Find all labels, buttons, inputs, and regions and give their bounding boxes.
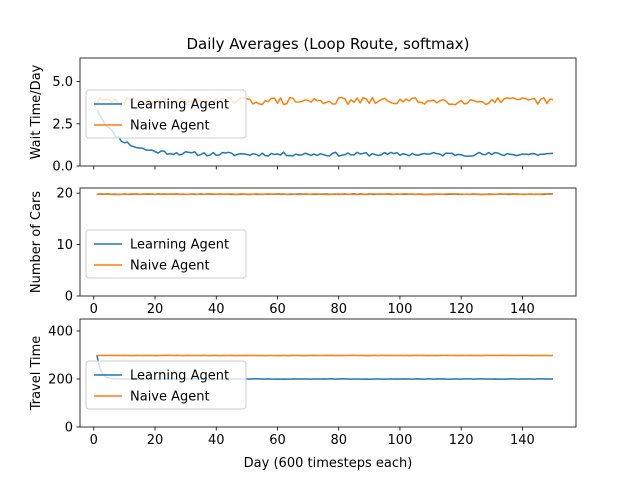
y-tick-label: 0 xyxy=(65,421,73,436)
axes-frame xyxy=(79,187,577,297)
x-tick-label: 140 xyxy=(510,302,535,317)
legend: Learning Agent Naive Agent xyxy=(85,229,247,279)
series-line-naive xyxy=(96,193,554,196)
legend-label: Learning Agent xyxy=(130,369,229,384)
y-tick-label: 5.0 xyxy=(52,75,73,90)
legend-label: Naive Agent xyxy=(130,259,210,274)
y-tick-label: 400 xyxy=(48,325,73,340)
y-tick-label: 2.5 xyxy=(52,117,73,132)
chart-panels: 0.0 2.5 5.0 Wait Time/Day Learning Agent Naiv… xyxy=(29,57,577,448)
x-tick-label: 120 xyxy=(449,302,474,317)
x-tick-label: 0 xyxy=(90,433,98,448)
x-tick-label: 60 xyxy=(269,302,286,317)
x-tick-label: 100 xyxy=(388,433,413,448)
panel-3: 0 20 40 60 80 100 120 140 0 200 400 Travel Time Lear… xyxy=(29,318,577,448)
chart-title: Daily Averages (Loop Route, softmax) xyxy=(187,35,470,53)
y-tick-label: 0 xyxy=(65,290,73,305)
x-tick-label: 20 xyxy=(147,302,164,317)
x-tick-label: 40 xyxy=(208,302,225,317)
legend-box xyxy=(85,360,247,410)
x-tick-label: 0 xyxy=(90,302,98,317)
panel-2: 0 20 40 60 80 100 120 140 0 10 20 Number of Cars Lea… xyxy=(29,187,577,317)
legend: Learning Agent Naive Agent xyxy=(85,360,247,410)
x-axis-label: Day (600 timesteps each) xyxy=(244,456,413,471)
x-tick-label: 80 xyxy=(330,302,347,317)
x-tick-label: 40 xyxy=(208,433,225,448)
x-tick-label: 60 xyxy=(269,433,286,448)
legend-box xyxy=(85,229,247,279)
x-tick-label: 100 xyxy=(388,302,413,317)
y-axis-label: Travel Time xyxy=(29,336,44,412)
x-tick-label: 80 xyxy=(330,433,347,448)
legend: Learning Agent Naive Agent xyxy=(85,89,247,139)
x-tick-label: 120 xyxy=(449,433,474,448)
legend-label: Naive Agent xyxy=(130,390,210,405)
panel-1: 0.0 2.5 5.0 Wait Time/Day Learning Agent Naiv… xyxy=(29,57,577,175)
axes-frame xyxy=(79,318,577,428)
legend-box xyxy=(85,89,247,139)
y-axis-label: Number of Cars xyxy=(29,191,44,293)
legend-label: Naive Agent xyxy=(130,119,210,134)
y-tick-label: 200 xyxy=(48,373,73,388)
legend-label: Learning Agent xyxy=(130,98,229,113)
y-tick-label: 10 xyxy=(56,238,73,253)
y-tick-label: 0.0 xyxy=(52,160,73,175)
legend-label: Learning Agent xyxy=(130,238,229,253)
axes-frame xyxy=(79,57,577,167)
series-line-learning xyxy=(96,109,554,157)
y-tick-label: 20 xyxy=(56,187,73,202)
y-axis-label: Wait Time/Day xyxy=(29,64,44,159)
x-tick-label: 140 xyxy=(510,433,535,448)
x-tick-label: 20 xyxy=(147,433,164,448)
